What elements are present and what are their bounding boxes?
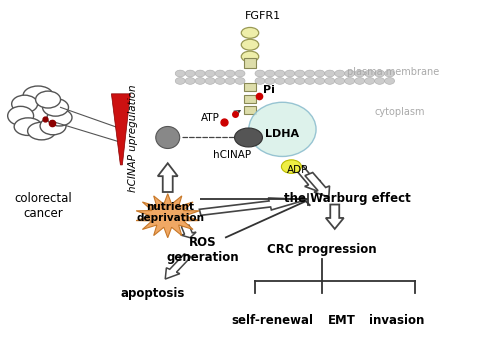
Circle shape <box>285 70 295 77</box>
Ellipse shape <box>156 126 180 149</box>
Circle shape <box>335 78 344 84</box>
Circle shape <box>354 78 364 84</box>
Circle shape <box>285 78 295 84</box>
Ellipse shape <box>42 99 68 116</box>
Polygon shape <box>181 225 196 238</box>
Circle shape <box>255 78 265 84</box>
FancyBboxPatch shape <box>244 95 256 103</box>
Circle shape <box>354 70 364 77</box>
Polygon shape <box>295 166 320 192</box>
Circle shape <box>205 70 215 77</box>
Circle shape <box>225 70 235 77</box>
Circle shape <box>374 70 384 77</box>
Ellipse shape <box>242 28 258 38</box>
Circle shape <box>235 70 245 77</box>
Polygon shape <box>165 254 191 279</box>
Circle shape <box>185 70 195 77</box>
FancyBboxPatch shape <box>244 106 256 114</box>
Polygon shape <box>158 163 178 192</box>
Circle shape <box>384 70 394 77</box>
Text: apoptosis: apoptosis <box>120 287 185 300</box>
Ellipse shape <box>14 118 42 135</box>
Text: LDHA: LDHA <box>266 130 300 139</box>
Circle shape <box>265 78 275 84</box>
Ellipse shape <box>28 122 56 140</box>
Circle shape <box>185 78 195 84</box>
Text: colorectal
cancer: colorectal cancer <box>14 191 72 220</box>
Polygon shape <box>200 198 308 215</box>
Circle shape <box>295 78 305 84</box>
FancyBboxPatch shape <box>244 58 256 68</box>
Ellipse shape <box>249 102 316 156</box>
Ellipse shape <box>242 51 258 62</box>
Polygon shape <box>112 94 130 165</box>
Text: cytoplasm: cytoplasm <box>374 107 425 117</box>
Circle shape <box>325 70 335 77</box>
Circle shape <box>195 78 205 84</box>
Circle shape <box>335 70 344 77</box>
Polygon shape <box>305 172 330 197</box>
Polygon shape <box>136 194 200 238</box>
Circle shape <box>364 78 374 84</box>
Circle shape <box>374 78 384 84</box>
Text: plasma membrane: plasma membrane <box>347 67 440 77</box>
Circle shape <box>195 70 205 77</box>
Circle shape <box>215 70 225 77</box>
Circle shape <box>205 78 215 84</box>
Circle shape <box>344 78 354 84</box>
Text: CRC progression: CRC progression <box>268 243 377 256</box>
Circle shape <box>325 78 335 84</box>
Circle shape <box>305 70 315 77</box>
Circle shape <box>175 78 185 84</box>
Circle shape <box>282 160 302 173</box>
Circle shape <box>315 70 325 77</box>
Text: Pi: Pi <box>263 85 275 96</box>
Text: nutrient
deprivation: nutrient deprivation <box>136 202 204 223</box>
Ellipse shape <box>23 86 53 105</box>
Text: ADP: ADP <box>286 165 308 175</box>
Polygon shape <box>326 205 344 229</box>
Circle shape <box>215 78 225 84</box>
Text: ROS
generation: ROS generation <box>166 236 239 264</box>
Ellipse shape <box>36 91 60 108</box>
Text: FGFR1: FGFR1 <box>244 11 280 21</box>
Circle shape <box>344 70 354 77</box>
Circle shape <box>234 128 262 147</box>
Circle shape <box>175 70 185 77</box>
Ellipse shape <box>8 106 34 125</box>
Circle shape <box>265 70 275 77</box>
Circle shape <box>275 78 285 84</box>
Circle shape <box>364 70 374 77</box>
Circle shape <box>384 78 394 84</box>
Circle shape <box>305 78 315 84</box>
Text: ATP: ATP <box>200 113 220 122</box>
FancyBboxPatch shape <box>244 83 256 91</box>
Circle shape <box>255 70 265 77</box>
Text: invasion: invasion <box>370 314 425 327</box>
Circle shape <box>315 78 325 84</box>
Ellipse shape <box>12 95 38 113</box>
Ellipse shape <box>242 39 258 50</box>
Text: hCINAP: hCINAP <box>214 150 252 160</box>
Circle shape <box>235 78 245 84</box>
Circle shape <box>295 70 305 77</box>
Text: hCINAP upregulation: hCINAP upregulation <box>128 84 138 192</box>
Circle shape <box>275 70 285 77</box>
Ellipse shape <box>47 109 72 126</box>
Text: EMT: EMT <box>328 314 356 327</box>
Text: the Warburg effect: the Warburg effect <box>284 192 410 205</box>
Ellipse shape <box>40 117 66 135</box>
Text: self-renewal: self-renewal <box>232 314 314 327</box>
Circle shape <box>225 78 235 84</box>
